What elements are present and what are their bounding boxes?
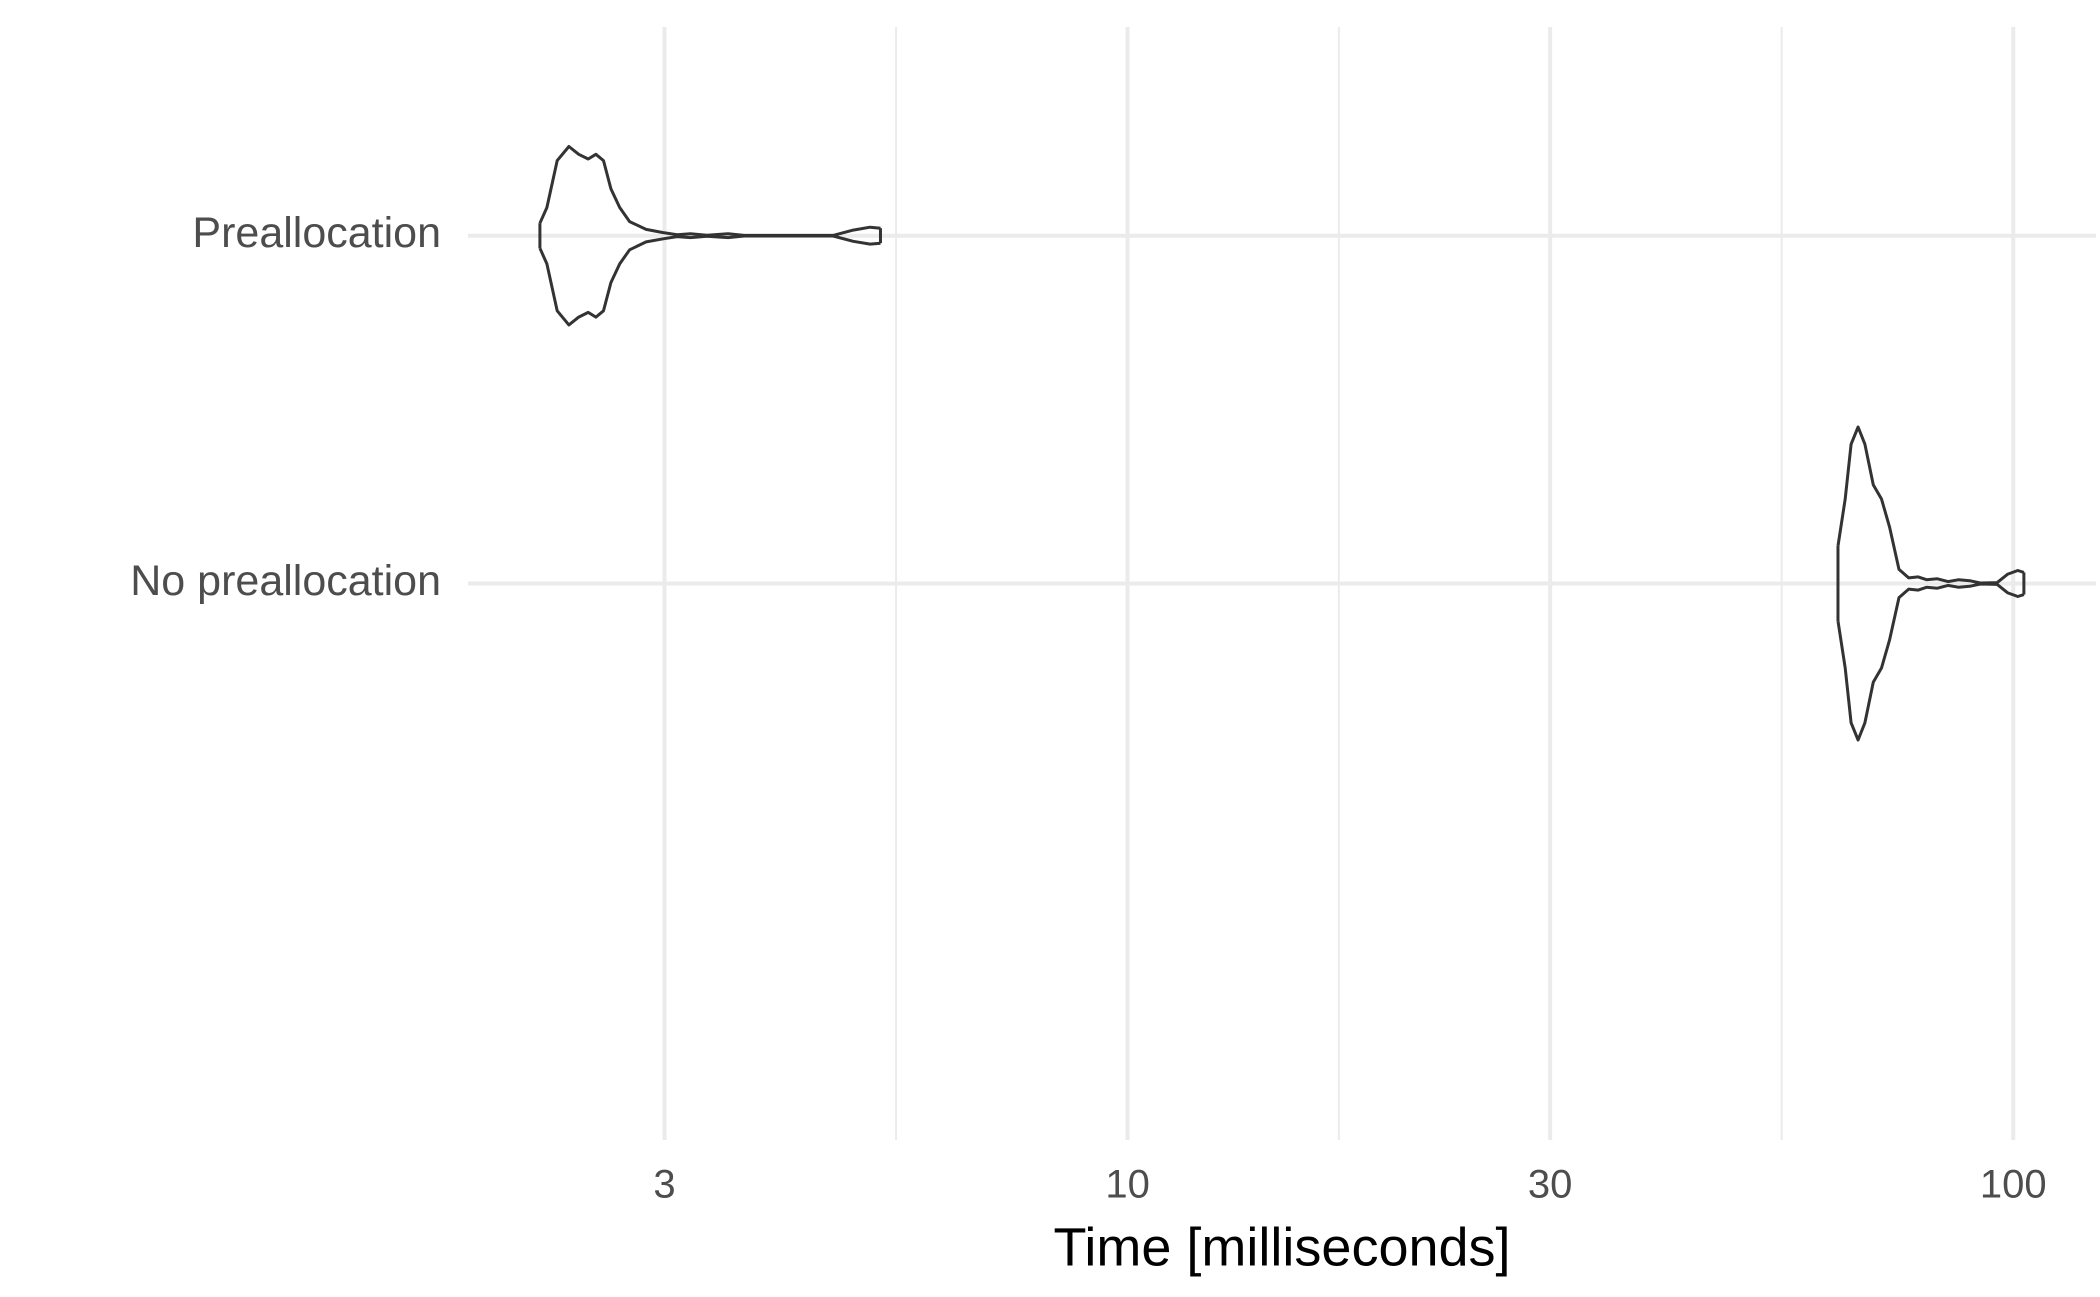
y-tick-label: No preallocation [130, 557, 441, 605]
y-tick-label: Preallocation [192, 209, 441, 257]
x-tick-label: 100 [1980, 1163, 2047, 1207]
violin-upper [1836, 425, 2025, 585]
x-tick-label: 30 [1528, 1163, 1573, 1207]
x-axis-title: Time [milliseconds] [1053, 1217, 1510, 1277]
x-tick-label: 10 [1105, 1163, 1150, 1207]
violin-upper [538, 145, 881, 237]
x-tick-label: 3 [653, 1163, 675, 1207]
violin-lower [538, 234, 881, 327]
violin-lower [1836, 582, 2025, 742]
